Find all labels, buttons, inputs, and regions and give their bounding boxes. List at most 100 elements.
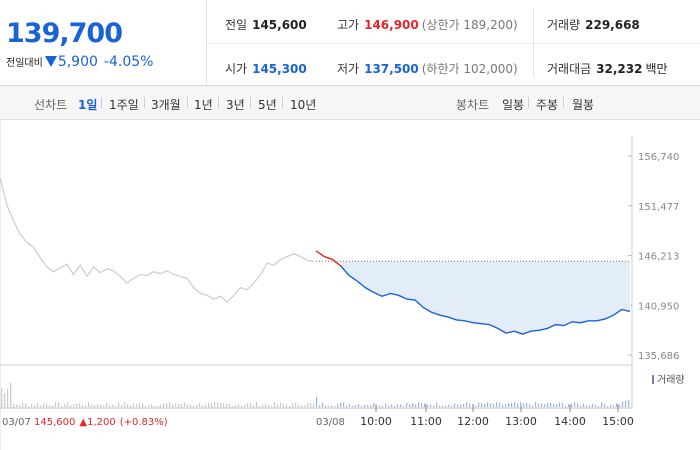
stat-open: 시가 145,300	[225, 62, 307, 76]
period-1y[interactable]: 1년	[194, 98, 213, 112]
volume-bar	[25, 403, 27, 407]
volume-bar	[505, 404, 507, 407]
volume-bar	[268, 404, 270, 407]
volume-bar	[19, 404, 21, 407]
volume-bar	[187, 404, 189, 407]
volume-bar	[370, 404, 372, 407]
volume-bar	[436, 402, 438, 407]
volume-bar	[454, 403, 456, 407]
period-5y[interactable]: 5년	[258, 98, 277, 112]
volume-bar	[154, 405, 156, 407]
stats-row-divider	[207, 43, 700, 44]
volume-bar	[13, 403, 15, 407]
stat-volume: 거래량 229,668	[547, 18, 640, 32]
volume-bar	[385, 403, 387, 407]
volume-bar	[400, 404, 402, 407]
volume-bar	[487, 402, 489, 407]
volume-bar	[148, 405, 150, 407]
period-1d[interactable]: 1일	[78, 98, 98, 112]
volume-bar	[34, 405, 36, 407]
volume-bar	[232, 405, 234, 407]
volume-bar	[16, 404, 18, 407]
prev-day-line	[0, 177, 315, 303]
volume-bar	[193, 404, 195, 407]
volume-bar	[241, 405, 243, 407]
volume-bar	[526, 402, 528, 407]
volume-bar	[349, 404, 351, 407]
volume-bar	[472, 404, 474, 407]
volume-bar	[322, 402, 324, 407]
volume-bar	[262, 404, 264, 407]
volume-bar	[418, 402, 420, 407]
volume-bar	[613, 405, 615, 407]
volume-bar	[493, 404, 495, 407]
volume-bar	[460, 404, 462, 407]
volume-bar	[133, 403, 135, 407]
volume-bar	[121, 405, 123, 407]
candle-daily[interactable]: 일봉	[502, 98, 525, 112]
volume-bar	[394, 405, 396, 407]
volume-bar	[586, 405, 588, 407]
volume-bar	[355, 404, 357, 407]
volume-bar	[376, 405, 378, 407]
volume-bar	[331, 405, 333, 407]
y-tick-label: 140,950	[638, 301, 679, 312]
volume-bar	[217, 402, 219, 407]
volume-bar	[274, 402, 276, 407]
period-3y[interactable]: 3년	[226, 98, 245, 112]
volume-bar	[628, 399, 630, 407]
volume-bar	[214, 402, 216, 407]
volume-bar	[373, 402, 375, 407]
volume-bar	[88, 402, 90, 407]
volume-bar	[97, 403, 99, 407]
volume-bar	[163, 403, 165, 407]
volume-bar	[49, 405, 51, 407]
volume-bar	[463, 403, 465, 407]
volume-bar	[67, 402, 69, 407]
volume-bar	[601, 402, 603, 407]
volume-bar	[10, 382, 12, 407]
volume-bar	[259, 405, 261, 407]
volume-bar	[535, 402, 537, 407]
volume-bar	[367, 405, 369, 407]
volume-bar	[145, 405, 147, 407]
volume-bar	[307, 403, 309, 407]
chart-toolbar: 선차트 1일 1주일 3개월 1년 3년 5년 10년 봉차트 일봉 주봉 월봉	[0, 86, 700, 120]
volume-bar	[508, 403, 510, 407]
volume-bar	[52, 405, 54, 407]
volume-bar	[115, 405, 117, 407]
volume-bar	[499, 402, 501, 407]
volume-bar	[490, 403, 492, 407]
volume-bar	[100, 404, 102, 407]
volume-bar	[253, 404, 255, 407]
volume-bar	[43, 403, 45, 407]
volume-legend-icon	[652, 375, 654, 384]
volume-bar	[430, 404, 432, 407]
volume-bar	[172, 404, 174, 407]
volume-bar	[481, 403, 483, 407]
period-3m[interactable]: 3개월	[151, 98, 181, 112]
volume-bar	[478, 402, 480, 407]
line-chart-label: 선차트	[34, 98, 68, 112]
volume-bar	[442, 405, 444, 407]
volume-bar	[244, 404, 246, 407]
volume-bar	[1, 388, 3, 407]
volume-bar	[553, 403, 555, 407]
volume-bar	[106, 402, 108, 407]
candle-weekly[interactable]: 주봉	[536, 98, 559, 112]
volume-bar	[448, 404, 450, 407]
volume-bar	[73, 404, 75, 407]
volume-bar	[265, 403, 267, 407]
volume-bar	[235, 404, 237, 407]
period-1w[interactable]: 1주일	[109, 98, 139, 112]
volume-bar	[334, 405, 336, 407]
period-10y[interactable]: 10년	[290, 98, 317, 112]
today-line	[340, 265, 631, 335]
volume-bar	[124, 402, 126, 407]
volume-bar	[136, 404, 138, 407]
candle-monthly[interactable]: 월봉	[572, 98, 595, 112]
volume-bar	[406, 402, 408, 407]
volume-bar	[37, 403, 39, 407]
volume-bar	[565, 405, 567, 407]
volume-bar	[40, 405, 42, 407]
